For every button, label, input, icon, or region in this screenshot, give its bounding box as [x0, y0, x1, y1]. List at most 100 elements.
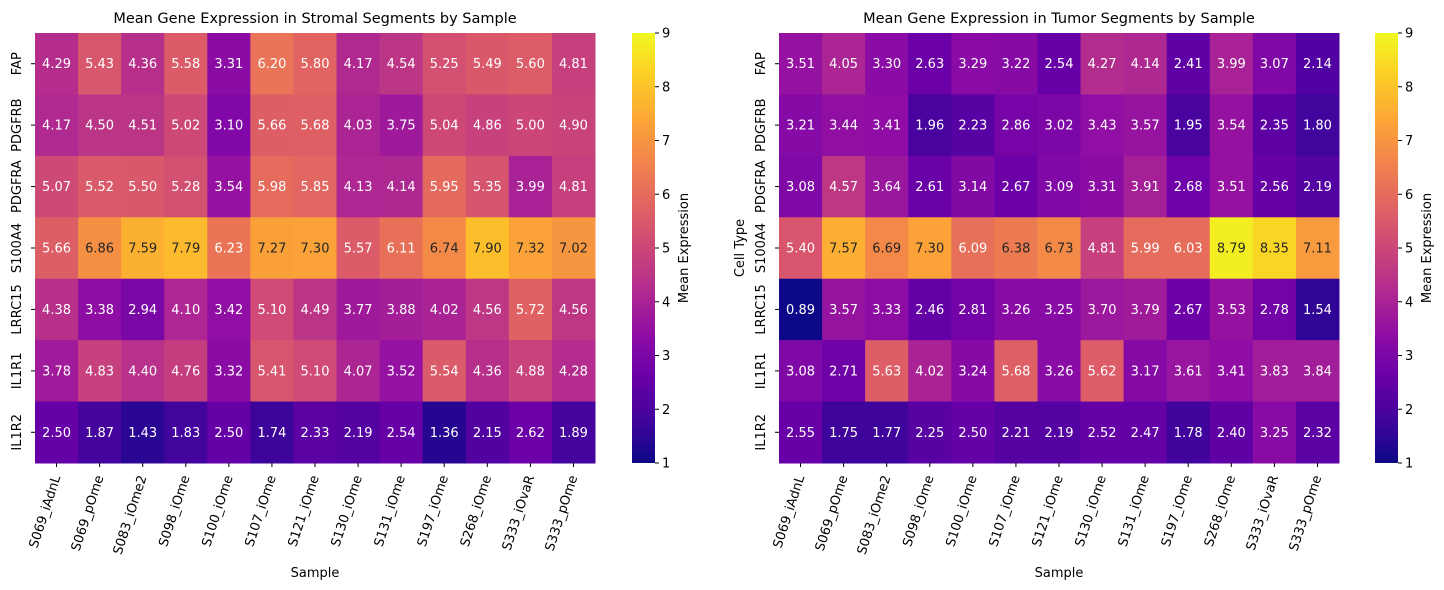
x-tick-label: S333_iOvaR [1244, 474, 1282, 553]
cell-value-label: 2.40 [1217, 426, 1246, 441]
cell-value-label: 2.54 [1045, 57, 1074, 72]
heatmap-cell [1252, 33, 1297, 95]
cell-value-label: 1.95 [1174, 119, 1203, 134]
heatmap-cell [207, 340, 251, 403]
cell-value-label: 2.46 [915, 303, 944, 318]
heatmap-cell [994, 278, 1038, 341]
heatmap-cell [379, 217, 424, 280]
colorbar-tick-label: 3 [662, 349, 670, 364]
cell-value-label: 4.50 [85, 119, 114, 134]
cell-value-label: 3.99 [1217, 57, 1246, 72]
heatmap-cell [1123, 155, 1168, 218]
cell-value-label: 6.73 [1045, 242, 1074, 257]
chart-title: Mean Gene Expression in Tumor Segments b… [863, 11, 1255, 27]
heatmap-cell [35, 340, 79, 403]
x-tick-label: S083_iOme2 [855, 474, 895, 557]
heatmap-cell [865, 340, 909, 403]
heatmap-cell [1295, 401, 1340, 464]
heatmap-cell [465, 278, 510, 341]
cell-value-label: 2.78 [1260, 303, 1289, 318]
colorbar-tick-label: 7 [662, 134, 670, 149]
heatmap-cell [465, 340, 510, 403]
heatmap-cell [121, 217, 165, 280]
heatmap-cell [994, 155, 1038, 218]
cell-value-label: 2.71 [829, 364, 858, 379]
heatmap-cell [1252, 278, 1297, 341]
cell-value-label: 3.21 [786, 119, 815, 134]
heatmap-cell [779, 94, 823, 157]
cell-value-label: 3.38 [85, 303, 114, 318]
heatmap-cell [121, 94, 165, 157]
colorbar-tick-label: 2 [662, 403, 670, 418]
heatmap-cell [1209, 340, 1254, 403]
cell-value-label: 4.03 [344, 119, 373, 134]
heatmap-cell [1080, 217, 1125, 280]
x-tick-label: S100_iOme [199, 474, 236, 549]
cell-value-label: 7.02 [559, 242, 588, 257]
heatmap-cell [164, 155, 208, 218]
heatmap-cell [1080, 155, 1125, 218]
cell-value-label: 5.58 [171, 57, 200, 72]
heatmap-cell [1295, 155, 1340, 218]
heatmap-cell [164, 401, 208, 464]
cell-value-label: 3.52 [387, 364, 416, 379]
heatmap-cell [164, 94, 208, 157]
cell-value-label: 6.86 [85, 242, 114, 257]
heatmap-cell [994, 94, 1038, 157]
heatmap-cell [951, 340, 995, 403]
cell-value-label: 2.62 [516, 426, 545, 441]
cell-value-label: 4.40 [128, 364, 157, 379]
cell-value-label: 3.31 [1088, 180, 1117, 195]
heatmap-cell [78, 94, 122, 157]
heatmap-cell [822, 94, 866, 157]
cell-value-label: 4.38 [42, 303, 71, 318]
heatmap-cell [508, 33, 553, 95]
x-axis-label: Sample [291, 566, 340, 581]
heatmap-cell [35, 217, 79, 280]
cell-value-label: 2.56 [1260, 180, 1289, 195]
heatmap-cell [1123, 278, 1168, 341]
cell-value-label: 1.87 [85, 426, 114, 441]
heatmap-cell [908, 94, 952, 157]
heatmap-cell [1037, 94, 1082, 157]
heatmap-cell [551, 278, 596, 341]
heatmap-cell [1037, 33, 1082, 95]
heatmap-cell [78, 33, 122, 95]
cell-value-label: 3.79 [1131, 303, 1160, 318]
cell-value-label: 2.33 [301, 426, 330, 441]
heatmap-cell [35, 278, 79, 341]
cell-value-label: 4.81 [1088, 242, 1117, 257]
heatmap-cell [994, 217, 1038, 280]
cell-value-label: 5.72 [516, 303, 545, 318]
heatmap-cell [35, 155, 79, 218]
x-axis-label: Sample [1035, 566, 1084, 581]
cell-value-label: 2.54 [387, 426, 416, 441]
heatmap-cell [293, 217, 338, 280]
cell-value-label: 1.43 [128, 426, 157, 441]
cell-value-label: 4.36 [128, 57, 157, 72]
heatmap-panel-2: Mean Gene Expression in Tumor Segments b… [733, 11, 1435, 581]
cell-value-label: 2.68 [1174, 180, 1203, 195]
heatmap-cell [1037, 217, 1082, 280]
cell-value-label: 2.19 [344, 426, 373, 441]
cell-value-label: 3.41 [872, 119, 901, 134]
y-tick-label: S100A4 [754, 223, 769, 273]
heatmap-cell [293, 33, 338, 95]
colorbar-tick-label: 8 [662, 80, 670, 95]
cell-value-label: 5.04 [430, 119, 459, 134]
x-tick-label: S131_iOme [372, 474, 409, 549]
cell-value-label: 6.20 [257, 57, 286, 72]
heatmap-cell [1252, 401, 1297, 464]
heatmap-cell [951, 155, 995, 218]
x-tick-label: S197_iOme [415, 474, 452, 549]
colorbar-tick-label: 2 [1405, 403, 1413, 418]
cell-value-label: 2.61 [915, 180, 944, 195]
heatmap-cell [908, 278, 952, 341]
cell-value-label: 5.85 [301, 180, 330, 195]
heatmap-cell [465, 33, 510, 95]
cell-value-label: 6.03 [1174, 242, 1203, 257]
cell-value-label: 7.32 [516, 242, 545, 257]
cell-value-label: 3.07 [1260, 57, 1289, 72]
heatmap-cell [250, 340, 294, 403]
heatmap-cell [164, 33, 208, 95]
